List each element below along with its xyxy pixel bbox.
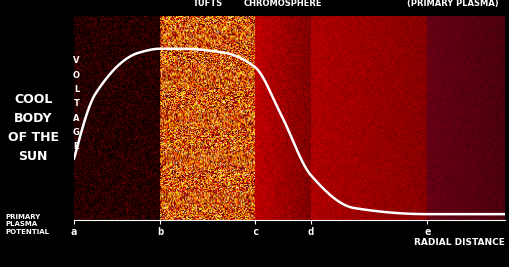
Text: T: T <box>73 99 79 108</box>
Text: L: L <box>74 85 79 94</box>
Text: COOL
BODY
OF THE
SUN: COOL BODY OF THE SUN <box>8 93 59 163</box>
Text: PHOTOSPHERE
TUFTS: PHOTOSPHERE TUFTS <box>173 0 242 8</box>
Text: E: E <box>73 142 79 151</box>
Text: CHROMOSPHERE: CHROMOSPHERE <box>243 0 322 8</box>
Text: O: O <box>73 71 80 80</box>
Text: RADIAL DISTANCE: RADIAL DISTANCE <box>413 238 504 248</box>
Text: A: A <box>73 114 79 123</box>
Text: PRIMARY
PLASMA
POTENTIAL: PRIMARY PLASMA POTENTIAL <box>5 214 49 235</box>
Text: V: V <box>73 56 79 65</box>
Text: CORONA
(PRIMARY PLASMA): CORONA (PRIMARY PLASMA) <box>407 0 498 8</box>
Text: G: G <box>73 128 80 137</box>
